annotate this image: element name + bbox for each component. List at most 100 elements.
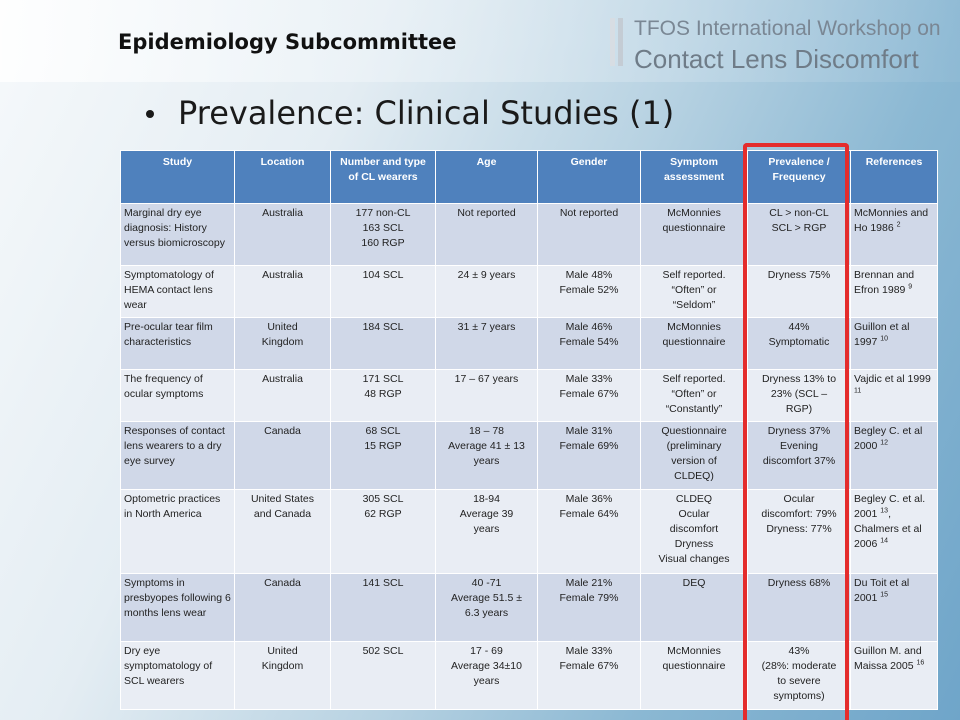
location-cell: United States and Canada [234,489,331,574]
gender-cell: Not reported [537,203,641,266]
study-cell: Optometric practices in North America [120,489,235,574]
gender-line: Male 46% [565,321,613,333]
location-cell: Canada [234,421,331,490]
reference-number: 9 [908,283,913,291]
age-cell: 18 – 78 Average 41 ± 13 years [435,421,538,490]
prevalence-line: Dryness 37% [767,425,831,437]
symptom-cell: Questionnaire (preliminary version of CLDEQ… [640,421,748,490]
symptom-line: Visual changes [658,553,730,565]
reference-cell: Brennan and Efron 1989 9 [850,265,938,318]
symptom-line: discomfort [669,523,719,535]
table-row: Optometric practices in North America Uni… [120,489,938,574]
symptom-cell: DEQ [640,573,748,642]
symptom-line: Ocular [678,508,710,520]
prevalence-line: SCL > RGP [771,222,827,234]
prevalence-line: Ocular [783,493,815,505]
location-cell: Australia [234,369,331,422]
reference-cell: Du Toit et al 2001 15 [850,573,938,642]
symptom-line: McMonnies [667,645,721,657]
reference-cell: Vajdic et al 1999 11 [850,369,938,422]
prevalence-line: Dryness 13% to [761,373,837,385]
prevalence-table: Study Location Number and type of CL wea… [120,150,938,710]
gender-cell: Male 48% Female 52% [537,265,641,318]
gender-line: Female 67% [559,388,619,400]
location-line: Canada [264,577,301,589]
age-cell: 18-94 Average 39 years [435,489,538,574]
reference-text: McMonnies and Ho 1986 [854,207,929,234]
study-cell: Symptoms in presbyopes following 6 month… [120,573,235,642]
symptom-line: “Constantly” [665,403,723,415]
location-cell: Canada [234,573,331,642]
number-line: 160 RGP [361,237,405,249]
prevalence-line: (28%: moderate [761,660,837,672]
age-cell: 17 - 69 Average 34±10 years [435,641,538,710]
reference-cell: Guillon M. and Maissa 2005 16 [850,641,938,710]
number-line: 104 SCL [362,269,404,281]
symptom-cell: Self reported. “Often” or “Constantly” [640,369,748,422]
symptom-cell: McMonnies questionnaire [640,317,748,370]
gender-cell: Male 33% Female 67% [537,369,641,422]
prevalence-line: to severe [777,675,821,687]
number-line: 62 RGP [364,508,402,520]
prevalence-cell: Dryness 75% [747,265,851,318]
column-header: Prevalence / Frequency [747,150,851,204]
location-line: and Canada [253,508,312,520]
symptom-line: “Seldom” [672,299,716,311]
gender-line: Male 48% [565,269,613,281]
number-cell: 104 SCL [330,265,436,318]
prevalence-cell: Ocular discomfort: 79% Dryness: 77% [747,489,851,574]
prevalence-cell: 44% Symptomatic [747,317,851,370]
gender-line: Male 36% [565,493,613,505]
location-line: Australia [262,373,303,385]
brand-line-2: Contact Lens Discomfort [634,44,919,74]
study-cell: Symptomatology of HEMA contact lens wear [120,265,235,318]
number-cell: 184 SCL [330,317,436,370]
symptom-line: questionnaire [662,222,726,234]
symptom-line: “Often” or [671,388,717,400]
column-header: Number and type of CL wearers [330,150,436,204]
age-line: 18-94 [473,493,500,505]
location-line: Canada [264,425,301,437]
bullet-icon [146,110,154,118]
symptom-line: version of [671,455,717,467]
age-line: years [473,455,500,467]
study-cell: Dry eye symptomatology of SCL wearers [120,641,235,710]
location-cell: United Kingdom [234,317,331,370]
number-cell: 177 non-CL 163 SCL 160 RGP [330,203,436,266]
table-row: The frequency of ocular symptoms Australi… [120,369,938,422]
reference-text: Guillon et al 1997 [854,321,910,348]
age-line: Average 51.5 ± [451,592,522,604]
tfos-logo-icon [610,18,623,66]
gender-cell: Male 21% Female 79% [537,573,641,642]
table-row: Responses of contact lens wearers to a d… [120,421,938,490]
table-header-row: Study Location Number and type of CL wea… [120,150,938,204]
symptom-line: Self reported. [662,269,726,281]
gender-cell: Male 36% Female 64% [537,489,641,574]
symptom-line: CLDEQ [675,493,713,505]
prevalence-line: Symptomatic [768,336,830,348]
age-line: years [473,675,500,687]
reference-text: , Chalmers et al 2006 [854,508,922,550]
reference-number: 14 [880,537,889,545]
age-line: Average 41 ± 13 [448,440,525,452]
number-cell: 502 SCL [330,641,436,710]
gender-line: Male 33% [565,373,613,385]
age-line: 40 -71 [471,577,502,589]
age-line: Average 34±10 [451,660,522,672]
gender-line: Female 69% [559,440,619,452]
age-line: years [473,523,500,535]
column-header: Age [435,150,538,204]
reference-text: Du Toit et al 2001 [854,577,910,604]
number-line: 502 SCL [362,645,404,657]
number-line: 305 SCL [362,493,404,505]
study-cell: Pre-ocular tear film characteristics [120,317,235,370]
age-cell: Not reported [435,203,538,266]
age-line: 6.3 years [464,607,509,619]
age-cell: 24 ± 9 years [435,265,538,318]
gender-line: Female 52% [559,284,619,296]
symptom-cell: McMonnies questionnaire [640,641,748,710]
symptom-line: questionnaire [662,336,726,348]
column-header: Symptom assessment [640,150,748,204]
symptom-cell: CLDEQ Ocular discomfort Dryness Visual chang… [640,489,748,574]
reference-number: 11 [854,387,862,395]
